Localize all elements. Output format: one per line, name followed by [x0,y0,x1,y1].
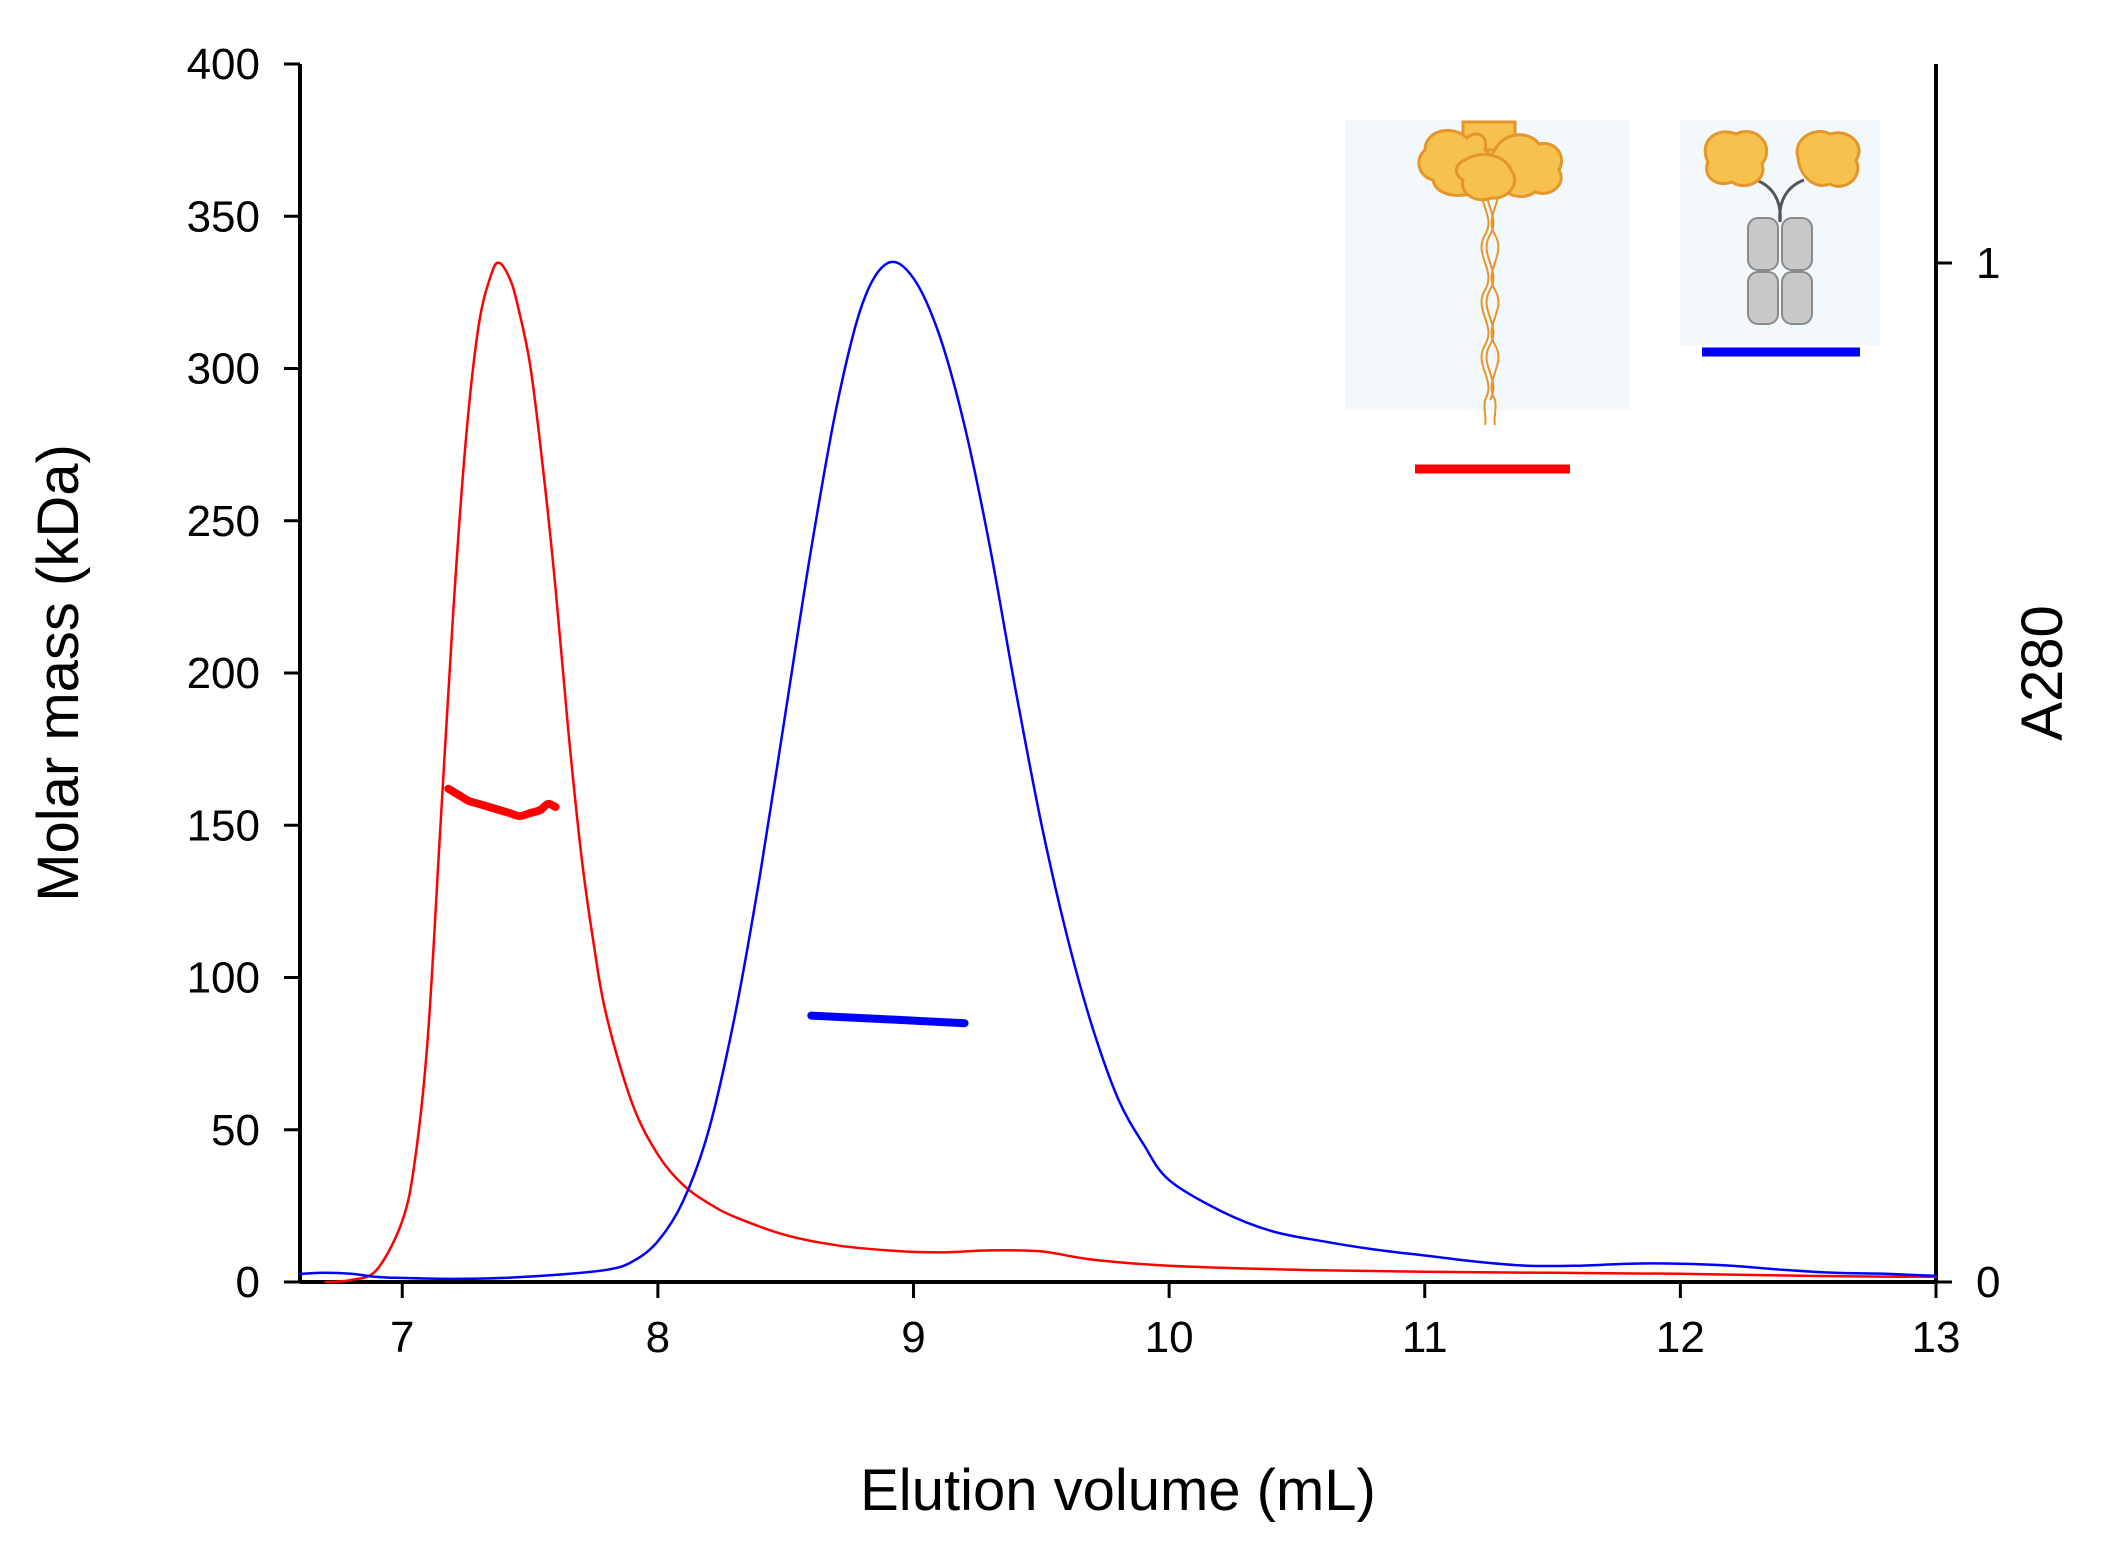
left-y-axis-title: Molar mass (kDa) [26,444,91,902]
x-tick-label: 10 [1145,1313,1194,1362]
left-y-tick-label: 300 [187,345,260,394]
left-y-tick-label: 50 [211,1106,260,1155]
right-y-axis-title: A280 [2010,605,2075,740]
x-tick-label: 13 [1912,1313,1961,1362]
series-group [298,260,1938,1284]
x-tick-label: 8 [646,1313,670,1362]
inset-compact-construct [1680,120,1880,357]
left-y-tick-label: 0 [236,1258,260,1307]
x-axis-title: Elution volume (mL) [860,1458,1376,1523]
fab-cluster-icon [1417,120,1563,202]
right-y-tick-label: 0 [1976,1258,2000,1307]
x-tick-label: 12 [1656,1313,1705,1362]
left-y-tick-label: 200 [187,649,260,698]
fab-right-icon [1795,130,1861,188]
inset-elongated-construct [1345,120,1630,474]
left-y-tick-label: 400 [187,40,260,89]
blue-molar-mass-line [807,1011,969,1028]
coiled-stalk-icon [1480,179,1500,426]
x-tick-label: 7 [390,1313,414,1362]
left-y-tick-label: 100 [187,954,260,1003]
left-y-tick-label: 350 [187,192,260,241]
x-tick-label: 9 [901,1313,925,1362]
fab-left-icon [1703,130,1769,188]
x-tick-label: 11 [1402,1313,1448,1362]
blue-A280-line [298,260,1938,1281]
left-y-tick-label: 250 [187,497,260,546]
left-y-tick-label: 150 [187,801,260,850]
ticks: 7 8 9 10 11 12 13 0 50 100 150 200 250 300 350 400 0 1 [187,40,2001,1362]
fc-domain-icon [1747,217,1813,325]
red-molar-mass-line [444,784,560,821]
red-A280-line [324,261,1938,1284]
hinge-right-icon [1778,178,1805,223]
right-y-tick-label: 1 [1976,239,2000,288]
